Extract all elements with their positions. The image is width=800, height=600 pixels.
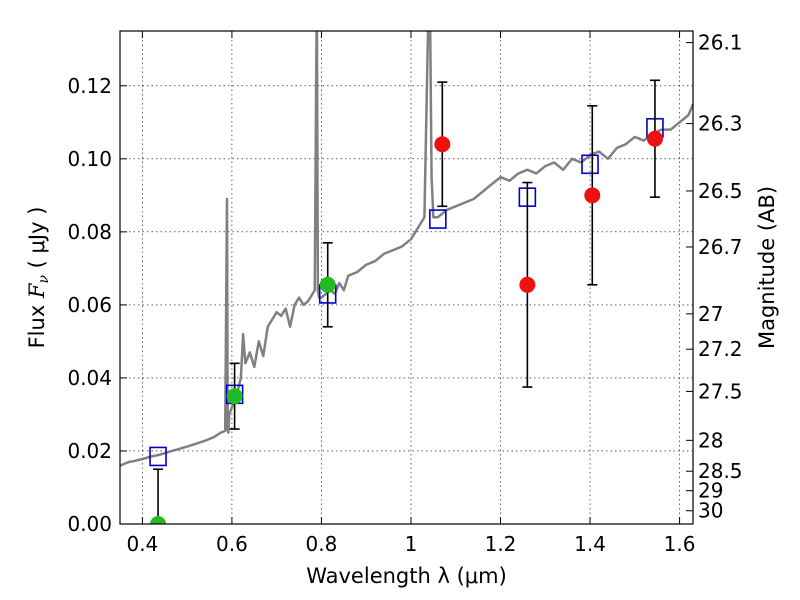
axis-ticks: 0.4 0.6 0.8 1 1.2 1.4 1.6 0.00 0.02 0.04 0.06 0.08 0… [67, 31, 742, 556]
y-tick-label: 0.00 [67, 512, 112, 536]
y2-tick-label: 27.2 [698, 337, 743, 361]
grid-lines [120, 31, 693, 525]
model-point-square [429, 209, 447, 229]
y2-tick-label: 27 [698, 302, 723, 326]
green-observed-point [226, 388, 243, 405]
y2-tick-label: 29 [698, 479, 723, 503]
y-tick-label: 0.04 [67, 366, 112, 390]
model-point-square [581, 154, 599, 175]
y2-tick-label: 26.1 [698, 31, 743, 55]
x-tick-label: 1.6 [664, 532, 696, 556]
y2-tick-label: 26.7 [698, 235, 743, 259]
y2-tick-label: 27.5 [698, 379, 743, 403]
y2-tick-label: 26.5 [698, 179, 743, 203]
x-axis-label: Wavelength λ (μm) [306, 564, 507, 588]
red-observed-point [519, 276, 536, 293]
y-axis-label-symbol: F [25, 282, 49, 299]
model-spectrum-line [120, 31, 693, 467]
y-tick-label: 0.12 [67, 74, 112, 98]
red-observed-point [646, 130, 663, 147]
plot-frame [119, 30, 694, 525]
red-observed-point [434, 136, 451, 153]
red-observed-point [584, 187, 601, 204]
y2-tick-label: 30 [698, 499, 723, 523]
y-axis-label-unit: ( μJy ) [25, 207, 49, 275]
y2-tick-label: 26.3 [698, 112, 743, 136]
y-axis-label-prefix: Flux [25, 298, 49, 348]
y2-axis-label: Magnitude (AB) [755, 186, 779, 349]
y2-tick-label: 28 [698, 428, 723, 452]
y2-tick-label: 28.5 [698, 459, 743, 483]
y-tick-label: 0.08 [67, 220, 112, 244]
x-tick-label: 1.4 [574, 532, 606, 556]
x-tick-label: 0.8 [306, 532, 338, 556]
green-observed-point [150, 516, 167, 524]
model-point-square [149, 446, 167, 467]
y-axis-label-subscript: ν [36, 275, 52, 284]
y-tick-label: 0.02 [67, 439, 112, 463]
x-tick-label: 1 [405, 532, 418, 556]
x-tick-label: 0.4 [126, 532, 158, 556]
y-axis-label: Flux Fν ( μJy ) [25, 207, 52, 349]
y-tick-label: 0.10 [67, 147, 112, 171]
green-observed-point [319, 276, 336, 293]
x-tick-label: 1.2 [485, 532, 517, 556]
x-tick-label: 0.6 [216, 532, 248, 556]
plot-area [120, 31, 693, 524]
y-tick-label: 0.06 [67, 293, 112, 317]
